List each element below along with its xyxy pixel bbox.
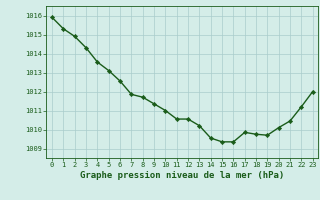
X-axis label: Graphe pression niveau de la mer (hPa): Graphe pression niveau de la mer (hPa): [80, 171, 284, 180]
